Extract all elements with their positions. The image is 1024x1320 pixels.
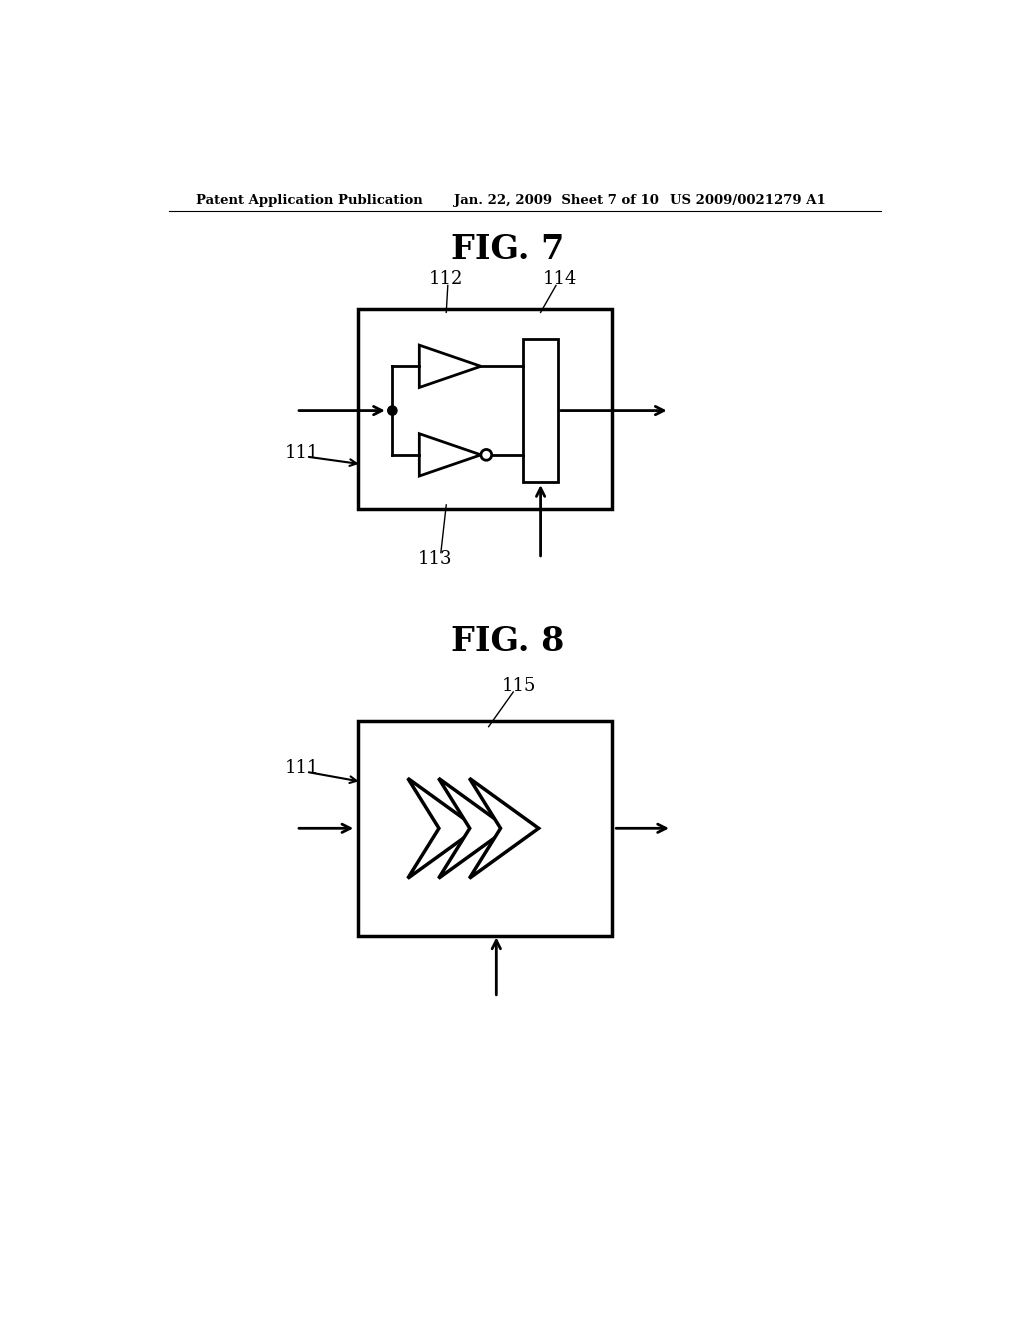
Circle shape (388, 407, 397, 416)
Text: FIG. 8: FIG. 8 (452, 626, 564, 659)
Polygon shape (438, 779, 508, 878)
Text: 111: 111 (285, 444, 319, 462)
Bar (523, 339, 558, 482)
Polygon shape (469, 779, 539, 878)
Bar (357, 721, 611, 936)
Polygon shape (408, 779, 477, 878)
Circle shape (481, 450, 492, 461)
Text: 114: 114 (543, 271, 577, 288)
Text: 115: 115 (502, 677, 537, 694)
Text: 112: 112 (429, 271, 464, 288)
Polygon shape (419, 345, 481, 388)
Text: FIG. 7: FIG. 7 (452, 232, 564, 265)
Text: Jan. 22, 2009  Sheet 7 of 10: Jan. 22, 2009 Sheet 7 of 10 (454, 194, 658, 207)
Polygon shape (419, 434, 481, 477)
Text: Patent Application Publication: Patent Application Publication (196, 194, 423, 207)
Text: US 2009/0021279 A1: US 2009/0021279 A1 (670, 194, 825, 207)
Text: 111: 111 (285, 759, 319, 777)
Text: 113: 113 (418, 550, 452, 568)
Bar (357, 309, 611, 508)
